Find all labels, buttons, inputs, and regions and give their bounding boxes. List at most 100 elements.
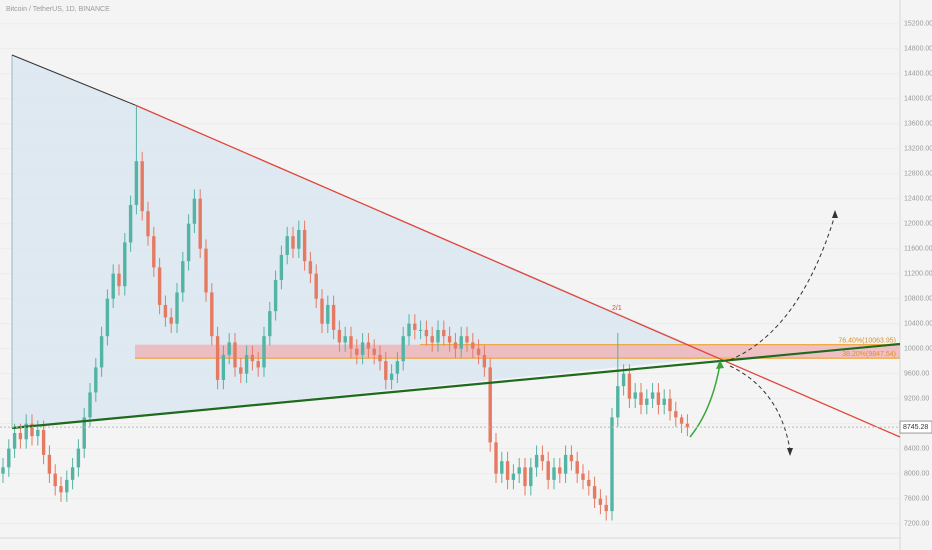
candle-body (563, 454, 568, 474)
y-tick-label: 12400.00 (904, 196, 932, 203)
candle-body (418, 329, 423, 331)
candle-body (41, 429, 46, 455)
y-tick-label: 11600.00 (904, 246, 932, 253)
candle-body (476, 348, 481, 355)
candle-body (117, 273, 121, 287)
y-tick-label: 13200.00 (904, 146, 932, 153)
candle-body (581, 473, 585, 480)
trendline-support (11, 342, 901, 430)
candle-body (447, 336, 452, 343)
triangle-area (12, 55, 720, 428)
y-tick-label: 10000.00 (904, 346, 932, 353)
candle-body (534, 454, 539, 468)
candle-body (134, 161, 139, 205)
candle-body (146, 211, 150, 237)
y-tick-label: 9200.00 (904, 396, 929, 403)
candle-body (163, 304, 168, 318)
candle-body (662, 398, 666, 405)
candle-body (268, 311, 272, 337)
candle-body (360, 342, 365, 355)
candle-body (349, 336, 353, 349)
y-tick-label: 7600.00 (904, 495, 929, 502)
candle-body (453, 342, 458, 349)
candle-body (610, 417, 614, 512)
candle-body (627, 373, 632, 399)
candle-body (540, 454, 545, 462)
scenario-down (729, 365, 791, 451)
candle-body (285, 236, 289, 255)
y-tick-label: 8400.00 (904, 445, 929, 452)
candle-body (604, 504, 608, 512)
y-tick-label: 12000.00 (904, 221, 932, 228)
candle-body (152, 236, 156, 268)
candle-body (99, 336, 104, 368)
candle-body (30, 423, 34, 437)
candle-body (505, 461, 510, 480)
candle-body (442, 329, 446, 337)
candle-body (482, 354, 487, 368)
candle-body (355, 348, 359, 355)
fib-label: 38.20%(9847.54) (842, 351, 896, 358)
candle-body (94, 367, 98, 393)
candle-body (395, 361, 400, 374)
candle-body (175, 292, 179, 324)
candle-body (488, 367, 492, 443)
candle-body (384, 361, 388, 380)
candle-body (674, 411, 678, 418)
candle-body (186, 223, 191, 262)
candle-body (314, 273, 318, 299)
candle-body (233, 342, 237, 368)
candle-body (424, 329, 429, 337)
candle-body (511, 473, 516, 480)
fib-zone (135, 344, 900, 359)
candle-body (111, 273, 115, 299)
candle-body (128, 204, 133, 243)
candle-body (552, 467, 556, 480)
candle-body (244, 354, 249, 374)
candle-body (645, 398, 649, 405)
candle-body (239, 367, 243, 374)
candle-body (343, 336, 347, 343)
candle-body (256, 361, 260, 368)
candle-body (65, 479, 69, 493)
candle-body (401, 336, 405, 362)
candle-body (326, 304, 330, 324)
candle-body (76, 448, 81, 468)
candle-body (210, 292, 214, 337)
candle-body (24, 423, 28, 440)
candle-body (389, 373, 394, 380)
candle-body (459, 336, 463, 349)
candle-body (569, 454, 574, 462)
candle-body (262, 336, 266, 368)
y-tick-label: 8000.00 (904, 470, 929, 477)
candle-body (181, 261, 185, 293)
candle-body (650, 392, 655, 399)
candle-body (465, 336, 469, 343)
candle-body (70, 467, 75, 480)
candle-body (320, 298, 324, 324)
candle-body (575, 461, 579, 474)
candle-body (430, 336, 434, 343)
y-tick-label: 12800.00 (904, 171, 932, 178)
y-tick-label: 13600.00 (904, 121, 932, 128)
candle-body (598, 498, 603, 505)
candle-body (53, 473, 57, 487)
y-tick-label: 10400.00 (904, 321, 932, 328)
y-tick-label: 11200.00 (904, 271, 932, 278)
candle-body (221, 354, 226, 380)
candle-body (157, 267, 162, 305)
chart-title: Bitcoin / TetherUS, 1D, BINANCE (6, 6, 110, 13)
last-price-label: 8745.28 (903, 424, 928, 431)
candle-body (366, 342, 371, 349)
candle-body (331, 304, 336, 330)
candle-body (105, 298, 110, 337)
candle-body (546, 461, 550, 480)
candle-body (337, 329, 342, 343)
candle-body (656, 392, 661, 405)
candle-body (7, 448, 11, 468)
y-tick-label: 10800.00 (904, 296, 932, 303)
candle-body (36, 429, 40, 437)
candle-body (517, 467, 521, 474)
candle-body (633, 392, 637, 399)
